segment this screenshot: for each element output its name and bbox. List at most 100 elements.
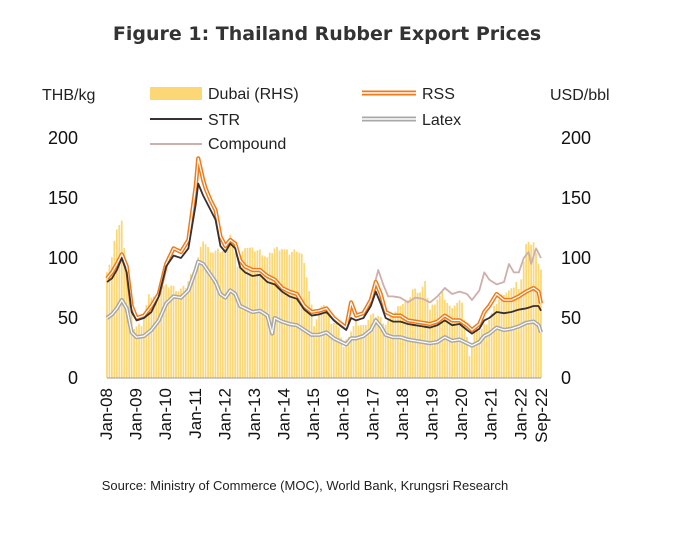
x-tick-label: Jan-21 — [482, 388, 501, 440]
dubai-bar — [194, 264, 197, 378]
dubai-bar — [520, 279, 523, 378]
dubai-bar — [162, 286, 165, 378]
dubai-bar — [231, 243, 234, 378]
dubai-bar — [362, 324, 365, 378]
x-tick-label: Jan-14 — [275, 388, 294, 440]
dubai-bar — [135, 326, 138, 378]
dubai-bar — [123, 248, 126, 378]
dubai-bar — [532, 242, 535, 378]
dubai-bar — [522, 261, 525, 378]
dubai-bar — [160, 290, 163, 378]
dubai-bar — [384, 324, 387, 378]
dubai-bar — [409, 297, 412, 378]
dubai-bar — [291, 252, 293, 378]
dubai-bar — [426, 297, 429, 378]
dubai-bar — [387, 320, 389, 378]
x-tick-label: Jan-22 — [511, 388, 530, 440]
source-note: Source: Ministry of Commerce (MOC), Worl… — [102, 478, 508, 493]
dubai-bar — [515, 282, 518, 378]
dubai-bar — [283, 249, 286, 378]
dubai-bar — [152, 296, 155, 378]
dubai-bar — [155, 294, 158, 378]
legend-label-str: STR — [208, 112, 240, 129]
dubai-bar — [414, 288, 417, 378]
dubai-bar — [157, 295, 160, 378]
legend: Dubai (RHS) RSS STR Latex Compound — [150, 86, 461, 153]
dubai-bar — [451, 308, 454, 378]
dubai-bar — [495, 303, 498, 378]
dubai-bar — [239, 258, 241, 378]
dubai-bar — [258, 249, 261, 378]
dubai-bar — [367, 319, 370, 378]
dubai-bar — [478, 330, 481, 378]
dubai-bar — [295, 251, 298, 378]
x-tick-label: Jan-09 — [127, 388, 146, 440]
x-tick-label: Jan-16 — [334, 388, 353, 440]
dubai-bar — [332, 322, 335, 378]
left-axis-unit: THB/kg — [42, 87, 95, 104]
dubai-bar — [394, 311, 397, 378]
x-tick-label: Jan-11 — [186, 388, 205, 439]
dubai-bar — [172, 285, 175, 378]
dubai-bar — [485, 324, 488, 378]
left-tick-label: 50 — [58, 308, 78, 328]
dubai-bar — [204, 244, 207, 378]
dubai-bar — [498, 299, 500, 378]
dubai-bar — [281, 249, 283, 378]
dubai-bar — [512, 287, 515, 378]
dubai-bar — [106, 272, 108, 378]
x-tick-label: Sep-22 — [532, 388, 551, 443]
dubai-bar — [350, 331, 352, 378]
dubai-bar — [337, 327, 340, 378]
x-tick-label: Jan-08 — [97, 388, 116, 440]
dubai-bar — [421, 286, 424, 378]
dubai-bar — [298, 252, 301, 378]
dubai-bar — [167, 287, 170, 378]
dubai-bar — [138, 323, 140, 378]
x-tick-label: Jan-15 — [304, 388, 323, 440]
dubai-bar — [133, 329, 135, 378]
dubai-bar — [182, 285, 185, 378]
dubai-bar — [347, 336, 350, 378]
dubai-bar — [221, 250, 224, 378]
x-tick-label: Jan-17 — [363, 388, 382, 440]
dubai-bar — [357, 325, 360, 378]
x-tick-label: Jan-12 — [215, 388, 234, 440]
compound-line — [369, 247, 542, 304]
dubai-bar — [340, 337, 343, 378]
dubai-bar — [377, 315, 380, 378]
dubai-bar — [234, 252, 237, 378]
dubai-bar — [360, 325, 362, 378]
dubai-bar — [278, 250, 281, 378]
dubai-bar — [419, 292, 422, 378]
dubai-bar — [397, 306, 399, 378]
rss-line-inner — [106, 157, 542, 331]
dubai-bar — [475, 327, 478, 378]
dubai-bar — [416, 292, 419, 378]
dubai-bar — [374, 317, 377, 378]
dubai-bar — [323, 305, 325, 378]
dubai-bar — [369, 314, 372, 378]
price-lines — [105, 156, 544, 348]
dubai-bar — [327, 314, 330, 378]
dubai-bar — [145, 304, 148, 378]
x-tick-label: Jan-10 — [156, 388, 175, 440]
dubai-bar — [229, 234, 232, 378]
right-tick-label: 0 — [561, 368, 571, 388]
dubai-bar — [463, 319, 466, 378]
dubai-bar — [510, 288, 513, 378]
dubai-bar — [320, 306, 323, 378]
dubai-bar — [493, 305, 495, 378]
dubai-bar — [244, 248, 246, 378]
dubai-bar — [352, 326, 355, 378]
dubai-bar — [517, 288, 520, 378]
rss-line — [105, 156, 544, 333]
dubai-bar — [212, 252, 214, 378]
dubai-bars — [106, 220, 542, 378]
dubai-bar — [318, 312, 320, 378]
dubai-bar — [150, 297, 153, 378]
dubai-bar — [226, 241, 229, 378]
dubai-bar — [508, 290, 510, 378]
dubai-bar — [535, 252, 537, 378]
dubai-bar — [293, 249, 296, 378]
